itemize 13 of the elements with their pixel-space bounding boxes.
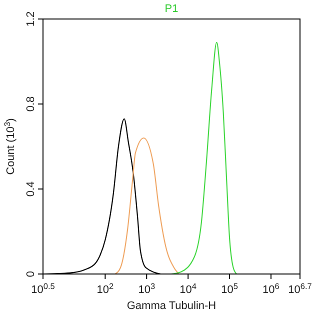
- y-tick-label: 1.2: [25, 11, 37, 27]
- chart-title: P1: [164, 3, 178, 15]
- x-axis-title: Gamma Tubulin-H: [126, 300, 216, 312]
- x-tick-label: 10$^{4}$: [180, 282, 197, 296]
- x-tick-label: 10$^{0.5}$: [31, 282, 56, 296]
- x-tick-label: 10$^{6}$: [262, 282, 280, 296]
- y-tick-label: 0: [25, 270, 37, 278]
- y-tick-label: 0.8: [25, 96, 37, 112]
- x-tick-label: 10$^{5}$: [221, 282, 238, 296]
- x-tick-label: 10$^{6.7}$: [288, 282, 312, 296]
- x-tick-label: 10$^{3}$: [138, 282, 156, 296]
- x-tick-label: 10$^{2}$: [96, 282, 114, 296]
- y-tick-label: 0.4: [25, 181, 37, 197]
